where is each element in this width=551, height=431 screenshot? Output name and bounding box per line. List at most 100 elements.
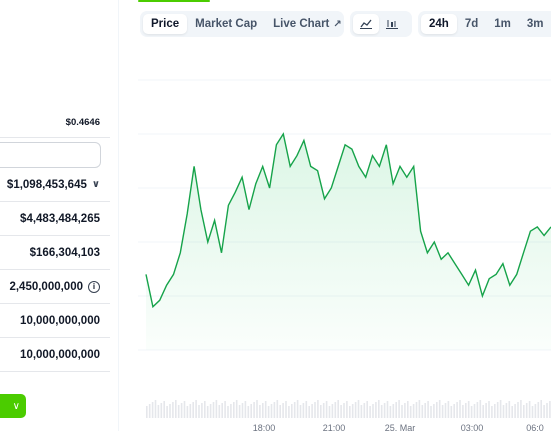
volume-bar [224, 401, 226, 418]
volume-bar [427, 401, 429, 418]
volume-bar [485, 403, 487, 418]
volume-bar [169, 404, 171, 418]
volume-bar [273, 402, 276, 418]
volume-bar [453, 404, 455, 418]
price-value: $0.4646 [65, 117, 100, 128]
volume-bar [146, 406, 148, 418]
volume-bar [259, 405, 261, 418]
volume-bar [389, 406, 392, 418]
volume-bar [349, 406, 351, 418]
volume-bar [514, 404, 516, 418]
volume-bar [409, 406, 412, 418]
volume-bar [244, 401, 247, 418]
volume-bar [221, 403, 223, 418]
volume-bar [198, 405, 200, 418]
volume-bar [528, 401, 531, 418]
volume-bars [146, 400, 551, 418]
volume-bar [470, 406, 473, 418]
stat-market-cap[interactable]: $1,098,453,645 ∨ [0, 168, 110, 202]
fdv-value: $4,483,484,265 [20, 212, 100, 225]
volume-bar [337, 400, 339, 418]
max-supply-value: 10,000,000,000 [20, 348, 100, 361]
volume-bar [401, 405, 403, 418]
buy-button[interactable]: ∨ [0, 394, 26, 418]
circulating-value: 2,450,000,000 [9, 280, 83, 293]
tab-market-cap[interactable]: Market Cap [195, 18, 258, 30]
volume-bar [360, 405, 363, 418]
volume-bar [238, 405, 241, 418]
volume-bar [299, 405, 302, 418]
volume-bar [311, 404, 313, 418]
volume-value: $166,304,103 [29, 246, 100, 259]
candlestick-chart-icon [386, 20, 398, 29]
volume-bar [282, 403, 284, 418]
volume-bar [267, 406, 270, 418]
tab-live-chart[interactable]: Live Chart ↗ [265, 14, 350, 34]
volume-bar [395, 402, 397, 418]
x-tick-label: 25. Mar [385, 423, 416, 431]
range-3m[interactable]: 3m [526, 18, 544, 30]
line-chart-icon [360, 19, 372, 29]
price-chart[interactable]: 18:00 21:00 25. Mar 03:00 06:0 [138, 60, 551, 431]
volume-bar [227, 406, 229, 418]
volume-bar [183, 401, 186, 418]
stat-volume: $166,304,103 [0, 236, 110, 270]
volume-bar [520, 400, 522, 418]
volume-bar [160, 403, 163, 418]
volume-bar [357, 400, 360, 418]
volume-bar [508, 401, 511, 418]
chevron-down-icon[interactable]: ∨ [91, 179, 100, 190]
volume-bar [540, 400, 542, 418]
volume-bar [418, 400, 421, 418]
volume-bar [175, 400, 177, 418]
volume-bar [534, 404, 537, 418]
volume-bar [415, 402, 418, 418]
volume-bar [308, 406, 310, 418]
volume-bar [473, 404, 476, 418]
volume-bar [549, 401, 551, 418]
info-icon[interactable]: i [88, 280, 100, 293]
volume-bar [250, 404, 252, 418]
volume-bar [465, 403, 467, 418]
volume-bar [496, 402, 499, 418]
metric-tabs: Price Market Cap Live Chart ↗ [140, 11, 344, 37]
volume-bar [462, 405, 464, 418]
total-supply-value: 10,000,000,000 [20, 314, 100, 327]
volume-bar [421, 405, 424, 418]
x-tick-label: 03:00 [461, 423, 484, 431]
volume-bar [441, 405, 444, 418]
volume-bar [204, 401, 206, 418]
volume-bar [340, 405, 342, 418]
volume-bar [331, 404, 334, 418]
stat-price: $0.4646 [0, 108, 110, 138]
volume-bar [256, 400, 258, 418]
volume-bar [444, 403, 447, 418]
volume-bar [285, 401, 287, 418]
range-7d[interactable]: 7d [464, 18, 479, 30]
volume-bar [293, 402, 296, 418]
volume-bar [511, 406, 513, 418]
volume-bar [230, 404, 232, 418]
volume-bar [288, 406, 290, 418]
volume-bar [407, 401, 409, 418]
volume-bar [459, 400, 461, 418]
range-24h[interactable]: 24h [421, 14, 457, 34]
volume-bar [209, 404, 212, 418]
volume-bar [383, 403, 386, 418]
volume-bar [276, 400, 279, 418]
volume-bar [247, 406, 250, 418]
volume-bar [212, 402, 215, 418]
range-1m[interactable]: 1m [494, 18, 511, 30]
range-tabs: 24h 7d 1m 3m [418, 11, 551, 37]
converter-input[interactable] [0, 142, 101, 168]
volume-bar [424, 403, 426, 418]
line-chart-button[interactable] [353, 14, 379, 34]
tab-price[interactable]: Price [143, 14, 188, 34]
candlestick-chart-button[interactable] [379, 14, 405, 34]
volume-bar [502, 405, 505, 418]
volume-bar [479, 400, 482, 418]
volume-bar [494, 404, 496, 418]
volume-bar [436, 402, 438, 418]
volume-bar [482, 405, 484, 418]
volume-bar [157, 405, 160, 418]
